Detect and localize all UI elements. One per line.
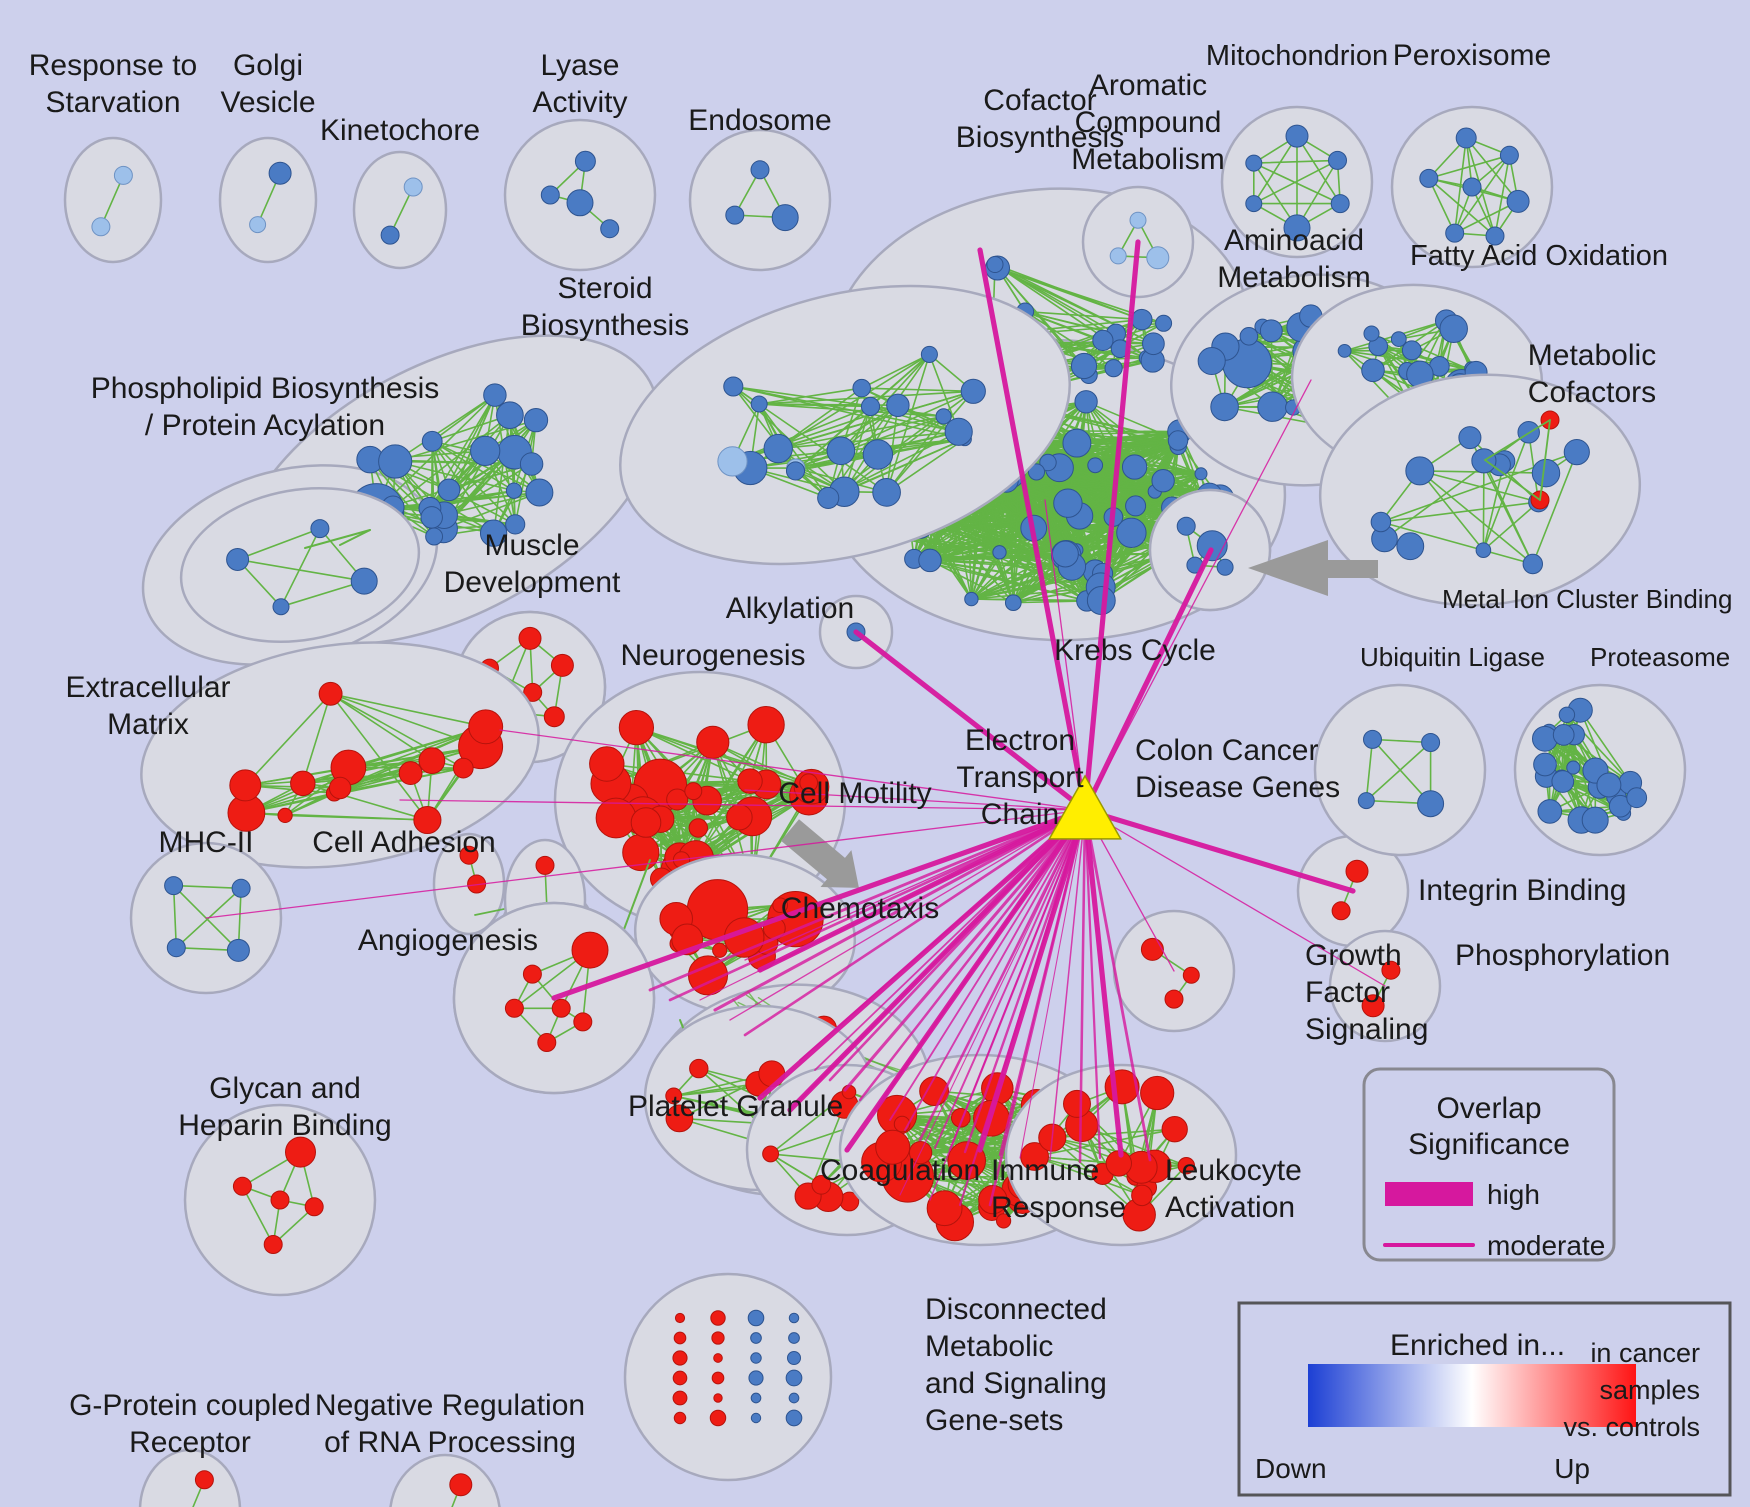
svg-text:Electron: Electron xyxy=(965,724,1075,757)
svg-text:Integrin Binding: Integrin Binding xyxy=(1418,874,1626,907)
svg-text:Cofactors: Cofactors xyxy=(1528,376,1656,409)
svg-text:Significance: Significance xyxy=(1408,1128,1570,1161)
svg-text:moderate: moderate xyxy=(1487,1230,1605,1261)
svg-text:Negative Regulation: Negative Regulation xyxy=(315,1389,585,1422)
svg-text:Metabolic: Metabolic xyxy=(1528,339,1656,372)
svg-text:Development: Development xyxy=(444,566,621,599)
svg-text:of RNA Processing: of RNA Processing xyxy=(324,1426,576,1459)
svg-text:/ Protein Acylation: / Protein Acylation xyxy=(145,409,385,442)
svg-text:Aminoacid: Aminoacid xyxy=(1224,224,1364,257)
svg-text:Biosynthesis: Biosynthesis xyxy=(521,309,689,342)
svg-text:Golgi: Golgi xyxy=(233,49,303,82)
svg-text:Metabolism: Metabolism xyxy=(1071,143,1224,176)
svg-text:Extracellular: Extracellular xyxy=(65,671,230,704)
svg-text:G-Protein coupled: G-Protein coupled xyxy=(69,1389,311,1422)
svg-text:Matrix: Matrix xyxy=(107,708,189,741)
svg-text:MHC-II: MHC-II xyxy=(159,826,254,859)
svg-text:Metal Ion Cluster Binding: Metal Ion Cluster Binding xyxy=(1442,584,1732,614)
svg-text:Glycan and: Glycan and xyxy=(209,1072,361,1105)
svg-text:Starvation: Starvation xyxy=(45,86,180,119)
svg-text:Chemotaxis: Chemotaxis xyxy=(781,892,939,925)
svg-text:Receptor: Receptor xyxy=(129,1426,251,1459)
svg-text:Krebs Cycle: Krebs Cycle xyxy=(1054,634,1216,667)
svg-text:Phospholipid Biosynthesis: Phospholipid Biosynthesis xyxy=(91,372,440,405)
svg-text:Down: Down xyxy=(1255,1453,1327,1484)
svg-text:Fatty Acid Oxidation: Fatty Acid Oxidation xyxy=(1410,240,1668,272)
svg-text:Immune: Immune xyxy=(991,1154,1099,1187)
svg-text:Cell Adhesion: Cell Adhesion xyxy=(312,826,495,859)
svg-text:Transport: Transport xyxy=(956,761,1084,794)
svg-text:Angiogenesis: Angiogenesis xyxy=(358,924,538,957)
svg-text:Response to: Response to xyxy=(29,49,197,82)
svg-text:Ubiquitin Ligase: Ubiquitin Ligase xyxy=(1360,642,1545,672)
svg-text:Chain: Chain xyxy=(981,798,1059,831)
svg-text:Metabolic: Metabolic xyxy=(925,1330,1053,1363)
svg-text:Disease Genes: Disease Genes xyxy=(1135,771,1340,804)
svg-text:in cancer: in cancer xyxy=(1590,1338,1700,1368)
svg-text:and Signaling: and Signaling xyxy=(925,1367,1107,1400)
svg-text:Alkylation: Alkylation xyxy=(726,592,854,625)
svg-text:Gene-sets: Gene-sets xyxy=(925,1404,1063,1437)
svg-text:Lyase: Lyase xyxy=(541,49,620,82)
svg-text:Metabolism: Metabolism xyxy=(1217,261,1370,294)
svg-text:Disconnected: Disconnected xyxy=(925,1293,1107,1326)
svg-text:Endosome: Endosome xyxy=(688,104,831,137)
svg-text:Phosphorylation: Phosphorylation xyxy=(1455,939,1670,972)
svg-text:Growth: Growth xyxy=(1305,939,1402,972)
svg-text:Neurogenesis: Neurogenesis xyxy=(620,639,805,672)
svg-text:Leukocyte: Leukocyte xyxy=(1165,1154,1302,1187)
svg-text:Signaling: Signaling xyxy=(1305,1013,1428,1046)
svg-text:Vesicle: Vesicle xyxy=(220,86,315,119)
svg-text:Peroxisome: Peroxisome xyxy=(1393,39,1551,72)
svg-text:Heparin Binding: Heparin Binding xyxy=(178,1109,391,1142)
svg-text:Coagulation: Coagulation xyxy=(820,1154,980,1187)
svg-text:high: high xyxy=(1487,1179,1540,1210)
svg-text:vs. controls: vs. controls xyxy=(1563,1412,1700,1442)
svg-text:Overlap: Overlap xyxy=(1436,1092,1541,1125)
svg-text:Cell Motility: Cell Motility xyxy=(778,777,931,810)
svg-text:Activity: Activity xyxy=(532,86,627,119)
svg-text:Aromatic: Aromatic xyxy=(1089,69,1207,102)
svg-text:Colon Cancer: Colon Cancer xyxy=(1135,734,1318,767)
svg-text:Up: Up xyxy=(1554,1453,1590,1484)
svg-text:Kinetochore: Kinetochore xyxy=(320,114,480,147)
svg-text:Response: Response xyxy=(991,1191,1126,1224)
svg-text:Steroid: Steroid xyxy=(557,272,652,305)
svg-text:Enriched in...: Enriched in... xyxy=(1390,1329,1565,1362)
svg-text:Compound: Compound xyxy=(1075,106,1222,139)
svg-text:Mitochondrion: Mitochondrion xyxy=(1206,40,1388,72)
svg-text:Proteasome: Proteasome xyxy=(1590,642,1730,672)
svg-text:Activation: Activation xyxy=(1165,1191,1295,1224)
svg-text:Factor: Factor xyxy=(1305,976,1390,1009)
svg-text:samples: samples xyxy=(1599,1375,1700,1405)
svg-text:Platelet Granule: Platelet Granule xyxy=(628,1090,843,1123)
svg-text:Muscle: Muscle xyxy=(484,529,579,562)
